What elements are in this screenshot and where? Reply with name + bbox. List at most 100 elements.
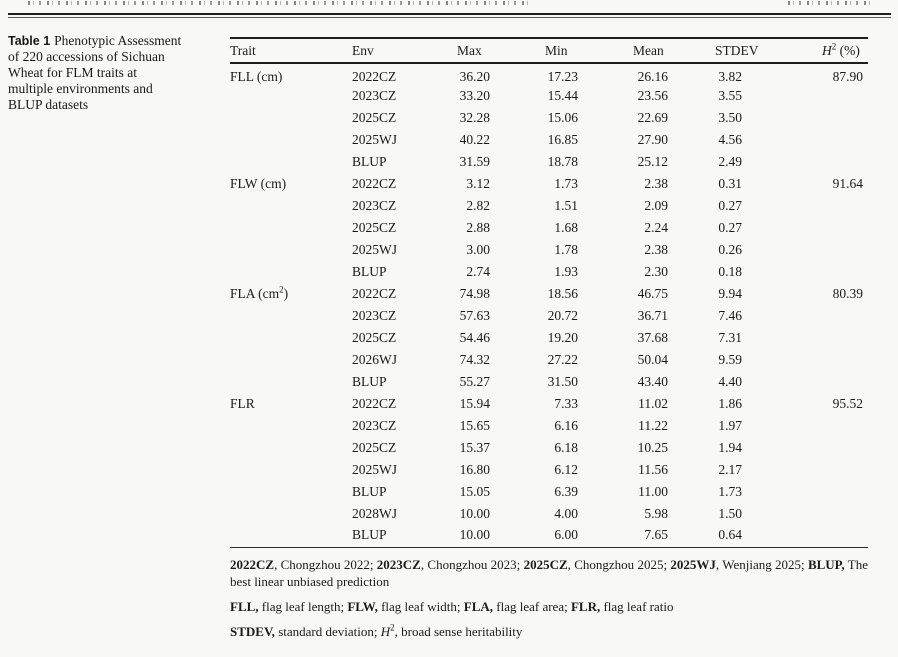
trait-cell xyxy=(230,151,352,173)
h2-cell xyxy=(822,349,868,371)
header-trait: Trait xyxy=(230,37,352,64)
env-cell: BLUP xyxy=(352,264,387,279)
max-cell: 15.65 xyxy=(459,418,490,433)
max-cell: 74.32 xyxy=(459,352,490,367)
header-env: Env xyxy=(352,37,457,64)
table-header-row: Trait Env Max Min Mean STDEV H2 (%) xyxy=(230,37,868,64)
h2-cell xyxy=(822,503,868,525)
max-cell: 55.27 xyxy=(459,374,490,389)
h2-cell xyxy=(822,327,868,349)
stdev-cell: 1.50 xyxy=(718,506,742,521)
stdev-cell: 1.97 xyxy=(718,418,742,433)
clipped-running-head-right xyxy=(788,1,870,5)
table-row: FLL (cm) 2022CZ 36.20 17.23 26.16 3.82 87.90 xyxy=(230,63,868,85)
env-cell: 2025WJ xyxy=(352,242,397,257)
max-cell: 32.28 xyxy=(459,110,490,125)
table-row: BLUP 2.74 1.93 2.30 0.18 xyxy=(230,261,868,283)
mean-cell: 2.38 xyxy=(644,242,668,257)
env-cell: 2022CZ xyxy=(352,286,397,301)
min-cell: 6.16 xyxy=(554,418,578,433)
table-row: 2026WJ 74.32 27.22 50.04 9.59 xyxy=(230,349,868,371)
stdev-cell: 7.31 xyxy=(718,330,742,345)
trait-cell: FLL (cm) xyxy=(230,69,283,84)
min-cell: 6.18 xyxy=(554,440,578,455)
env-cell: 2025CZ xyxy=(352,110,397,125)
table-row: 2023CZ 57.63 20.72 36.71 7.46 xyxy=(230,305,868,327)
max-cell: 54.46 xyxy=(459,330,490,345)
mean-cell: 2.38 xyxy=(644,176,668,191)
env-cell: 2026WJ xyxy=(352,352,397,367)
env-cell: 2025CZ xyxy=(352,440,397,455)
header-min: Min xyxy=(545,37,633,64)
trait-cell xyxy=(230,349,352,371)
header-max: Max xyxy=(457,37,545,64)
min-cell: 15.06 xyxy=(547,110,578,125)
table-row: 2025CZ 32.28 15.06 22.69 3.50 xyxy=(230,107,868,129)
trait-cell xyxy=(230,503,352,525)
mean-cell: 26.16 xyxy=(637,69,668,84)
trait-cell xyxy=(230,481,352,503)
trait-cell xyxy=(230,195,352,217)
min-cell: 15.44 xyxy=(547,88,578,103)
table-caption-label: Table 1 xyxy=(8,34,51,48)
max-cell: 16.80 xyxy=(459,462,490,477)
table-caption-text: Phenotypic Assessment of 220 accessions … xyxy=(8,33,182,112)
trait-cell xyxy=(230,85,352,107)
max-cell: 15.05 xyxy=(459,484,490,499)
mean-cell: 22.69 xyxy=(637,110,668,125)
min-cell: 4.00 xyxy=(554,506,578,521)
env-cell: 2025WJ xyxy=(352,462,397,477)
trait-cell xyxy=(230,327,352,349)
min-cell: 18.56 xyxy=(547,286,578,301)
mean-cell: 11.56 xyxy=(638,462,668,477)
footnote-traits: FLL, flag leaf length; FLW, flag leaf wi… xyxy=(230,599,674,614)
env-cell: BLUP xyxy=(352,154,387,169)
h2-cell xyxy=(822,261,868,283)
h2-cell xyxy=(822,129,868,151)
stdev-cell: 0.64 xyxy=(715,525,822,548)
h2-cell xyxy=(822,239,868,261)
stdev-cell: 4.56 xyxy=(718,132,742,147)
h2-cell: 80.39 xyxy=(832,286,863,301)
max-cell: 74.98 xyxy=(459,286,490,301)
env-cell: 2023CZ xyxy=(352,308,397,323)
env-cell: 2023CZ xyxy=(352,88,397,103)
stdev-cell: 2.49 xyxy=(718,154,742,169)
env-cell: 2025WJ xyxy=(352,132,397,147)
table-row: BLUP 31.59 18.78 25.12 2.49 xyxy=(230,151,868,173)
max-cell: 40.22 xyxy=(459,132,490,147)
table-row: 2025CZ 15.37 6.18 10.25 1.94 xyxy=(230,437,868,459)
env-cell: 2025CZ xyxy=(352,220,397,235)
stdev-cell: 2.17 xyxy=(718,462,742,477)
h2-cell xyxy=(822,481,868,503)
trait-cell xyxy=(230,415,352,437)
table-row: 2025WJ 3.00 1.78 2.38 0.26 xyxy=(230,239,868,261)
min-cell: 16.85 xyxy=(547,132,578,147)
min-cell: 6.39 xyxy=(554,484,578,499)
mean-cell: 36.71 xyxy=(637,308,668,323)
max-cell: 3.00 xyxy=(466,242,490,257)
mean-cell: 23.56 xyxy=(637,88,668,103)
mean-cell: 46.75 xyxy=(637,286,668,301)
min-cell: 1.78 xyxy=(554,242,578,257)
phenotype-table: Trait Env Max Min Mean STDEV H2 (%) FLL … xyxy=(230,37,868,548)
env-cell: 2022CZ xyxy=(352,396,397,411)
max-cell: 2.88 xyxy=(466,220,490,235)
min-cell: 1.73 xyxy=(554,176,578,191)
env-cell: BLUP xyxy=(352,484,387,499)
stdev-cell: 0.27 xyxy=(718,198,742,213)
max-cell: 36.20 xyxy=(459,69,490,84)
min-cell: 27.22 xyxy=(547,352,578,367)
max-cell: 15.94 xyxy=(459,396,490,411)
stdev-cell: 0.31 xyxy=(718,176,742,191)
trait-cell xyxy=(230,239,352,261)
page-top-rule-thick xyxy=(8,13,891,15)
footnote-environments: 2022CZ, Chongzhou 2022; 2023CZ, Chongzho… xyxy=(230,557,868,589)
table-row: FLA (cm2) 2022CZ 74.98 18.56 46.75 9.94 80.39 xyxy=(230,283,868,305)
table-row: 2023CZ 33.20 15.44 23.56 3.55 xyxy=(230,85,868,107)
header-stdev: STDEV xyxy=(715,37,822,64)
trait-cell: FLA (cm2) xyxy=(230,284,289,301)
max-cell: 33.20 xyxy=(459,88,490,103)
table-row: 2025CZ 2.88 1.68 2.24 0.27 xyxy=(230,217,868,239)
